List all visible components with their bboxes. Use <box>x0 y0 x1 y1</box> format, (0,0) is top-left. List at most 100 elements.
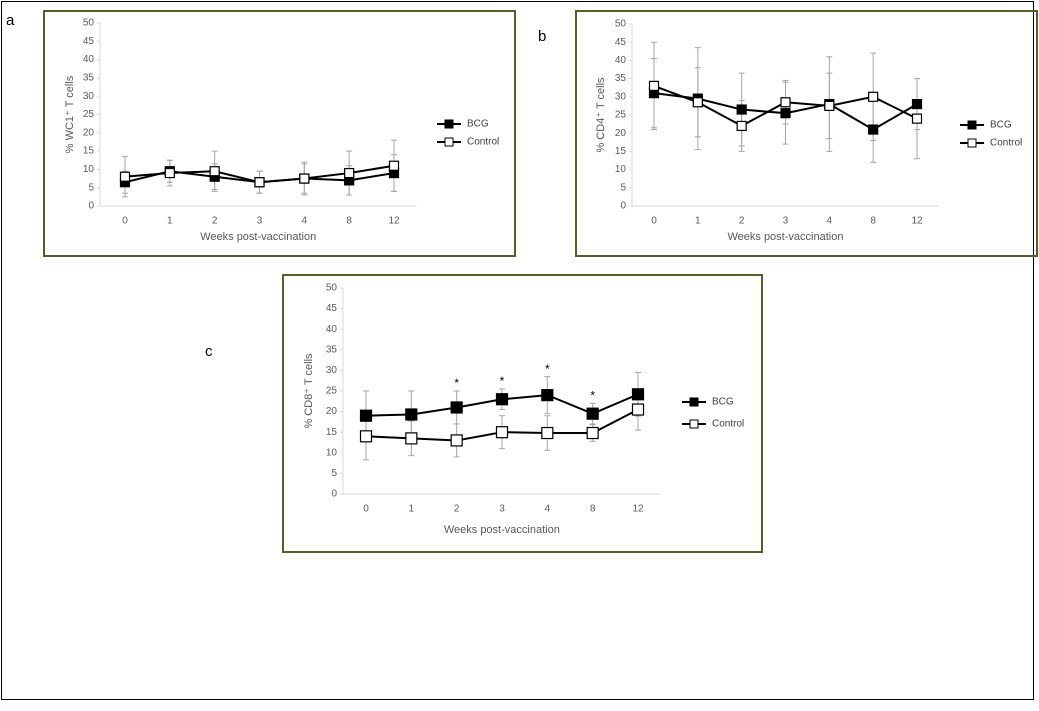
y-tick-label: 35 <box>326 344 338 355</box>
panel-label: b <box>538 28 546 45</box>
x-tick-label: 3 <box>499 504 505 515</box>
y-tick-label: 20 <box>83 127 95 138</box>
x-tick-label: 1 <box>695 216 701 227</box>
y-tick-label: 40 <box>83 54 95 65</box>
panel-frame <box>575 10 1038 257</box>
y-tick-label: 45 <box>326 303 338 314</box>
legend-marker <box>967 120 977 130</box>
legend-label: BCG <box>712 397 734 408</box>
y-tick-label: 15 <box>615 146 627 157</box>
marker <box>450 401 463 414</box>
y-tick-label: 0 <box>620 201 626 212</box>
y-tick-label: 10 <box>83 164 95 175</box>
y-tick-label: 15 <box>326 427 338 438</box>
marker <box>868 124 879 135</box>
y-tick-label: 25 <box>326 386 338 397</box>
legend-label: Control <box>990 138 1022 149</box>
x-tick-label: 0 <box>122 216 128 227</box>
significance-mark: * <box>500 374 505 388</box>
marker <box>586 407 599 420</box>
x-tick-label: 1 <box>409 504 415 515</box>
marker <box>541 426 554 440</box>
x-axis-label: Weeks post-vaccination <box>444 524 560 536</box>
legend-label: BCG <box>467 119 489 130</box>
marker <box>495 426 509 439</box>
x-tick-label: 1 <box>167 216 173 227</box>
x-tick-label: 12 <box>388 216 400 227</box>
x-axis-label: Weeks post-vaccination <box>200 231 316 243</box>
marker <box>119 171 131 182</box>
figure-border <box>1 1 1034 700</box>
legend-label: BCG <box>990 120 1012 131</box>
x-tick-label: 12 <box>632 504 644 515</box>
y-tick-label: 35 <box>83 73 95 84</box>
y-tick-label: 15 <box>83 146 95 157</box>
marker <box>631 403 645 416</box>
legend-marker <box>444 137 454 147</box>
marker <box>359 409 373 422</box>
marker <box>692 97 703 108</box>
x-tick-label: 0 <box>363 504 369 515</box>
y-tick-label: 20 <box>326 406 338 417</box>
y-axis-label: % CD4⁺ T cells <box>595 77 607 153</box>
y-axis-label: % CD8⁺ T cells <box>303 353 315 429</box>
y-tick-label: 40 <box>615 55 627 66</box>
legend-marker <box>444 119 454 129</box>
y-axis-label: % WC1⁺ T cells <box>64 75 76 153</box>
y-tick-label: 45 <box>83 36 95 47</box>
marker <box>405 408 418 421</box>
marker <box>209 166 220 177</box>
y-tick-label: 50 <box>83 18 95 29</box>
x-tick-label: 4 <box>827 216 833 227</box>
marker <box>495 393 509 406</box>
x-tick-label: 8 <box>870 216 876 227</box>
marker <box>299 173 310 184</box>
y-tick-label: 50 <box>326 283 338 294</box>
y-tick-label: 0 <box>88 201 94 212</box>
panel-frame <box>282 274 763 553</box>
x-axis-label: Weeks post-vaccination <box>727 231 843 243</box>
y-tick-label: 25 <box>83 109 95 120</box>
legend-marker <box>689 397 699 407</box>
legend-marker <box>689 419 699 429</box>
marker <box>824 100 835 112</box>
y-tick-label: 30 <box>326 365 338 376</box>
x-tick-label: 8 <box>590 504 596 515</box>
marker <box>780 108 791 119</box>
significance-mark: * <box>545 362 550 376</box>
x-tick-label: 2 <box>454 504 460 515</box>
y-tick-label: 5 <box>331 468 337 479</box>
marker <box>164 167 175 179</box>
marker <box>541 389 554 402</box>
y-tick-label: 10 <box>615 164 627 175</box>
x-tick-label: 0 <box>651 216 657 227</box>
panel-label: a <box>6 12 15 29</box>
y-tick-label: 5 <box>620 182 626 193</box>
x-tick-label: 3 <box>783 216 789 227</box>
x-tick-label: 2 <box>739 216 745 227</box>
y-tick-label: 5 <box>88 182 94 193</box>
y-tick-label: 45 <box>615 37 627 48</box>
marker <box>780 97 791 108</box>
x-tick-label: 12 <box>911 216 923 227</box>
marker <box>911 98 923 110</box>
marker <box>648 80 660 91</box>
marker <box>359 430 373 443</box>
panel-label: c <box>205 343 213 360</box>
y-tick-label: 50 <box>615 19 627 30</box>
marker <box>911 113 923 124</box>
panel-frame <box>43 10 516 257</box>
legend-label: Control <box>712 419 744 430</box>
y-tick-label: 25 <box>615 110 627 121</box>
x-tick-label: 3 <box>257 216 263 227</box>
marker <box>868 91 879 102</box>
x-tick-label: 8 <box>346 216 352 227</box>
marker <box>631 388 645 401</box>
significance-mark: * <box>454 376 459 390</box>
y-tick-label: 35 <box>615 73 627 84</box>
x-tick-label: 4 <box>545 504 551 515</box>
marker <box>586 426 599 440</box>
marker <box>450 434 463 447</box>
marker <box>388 160 400 171</box>
